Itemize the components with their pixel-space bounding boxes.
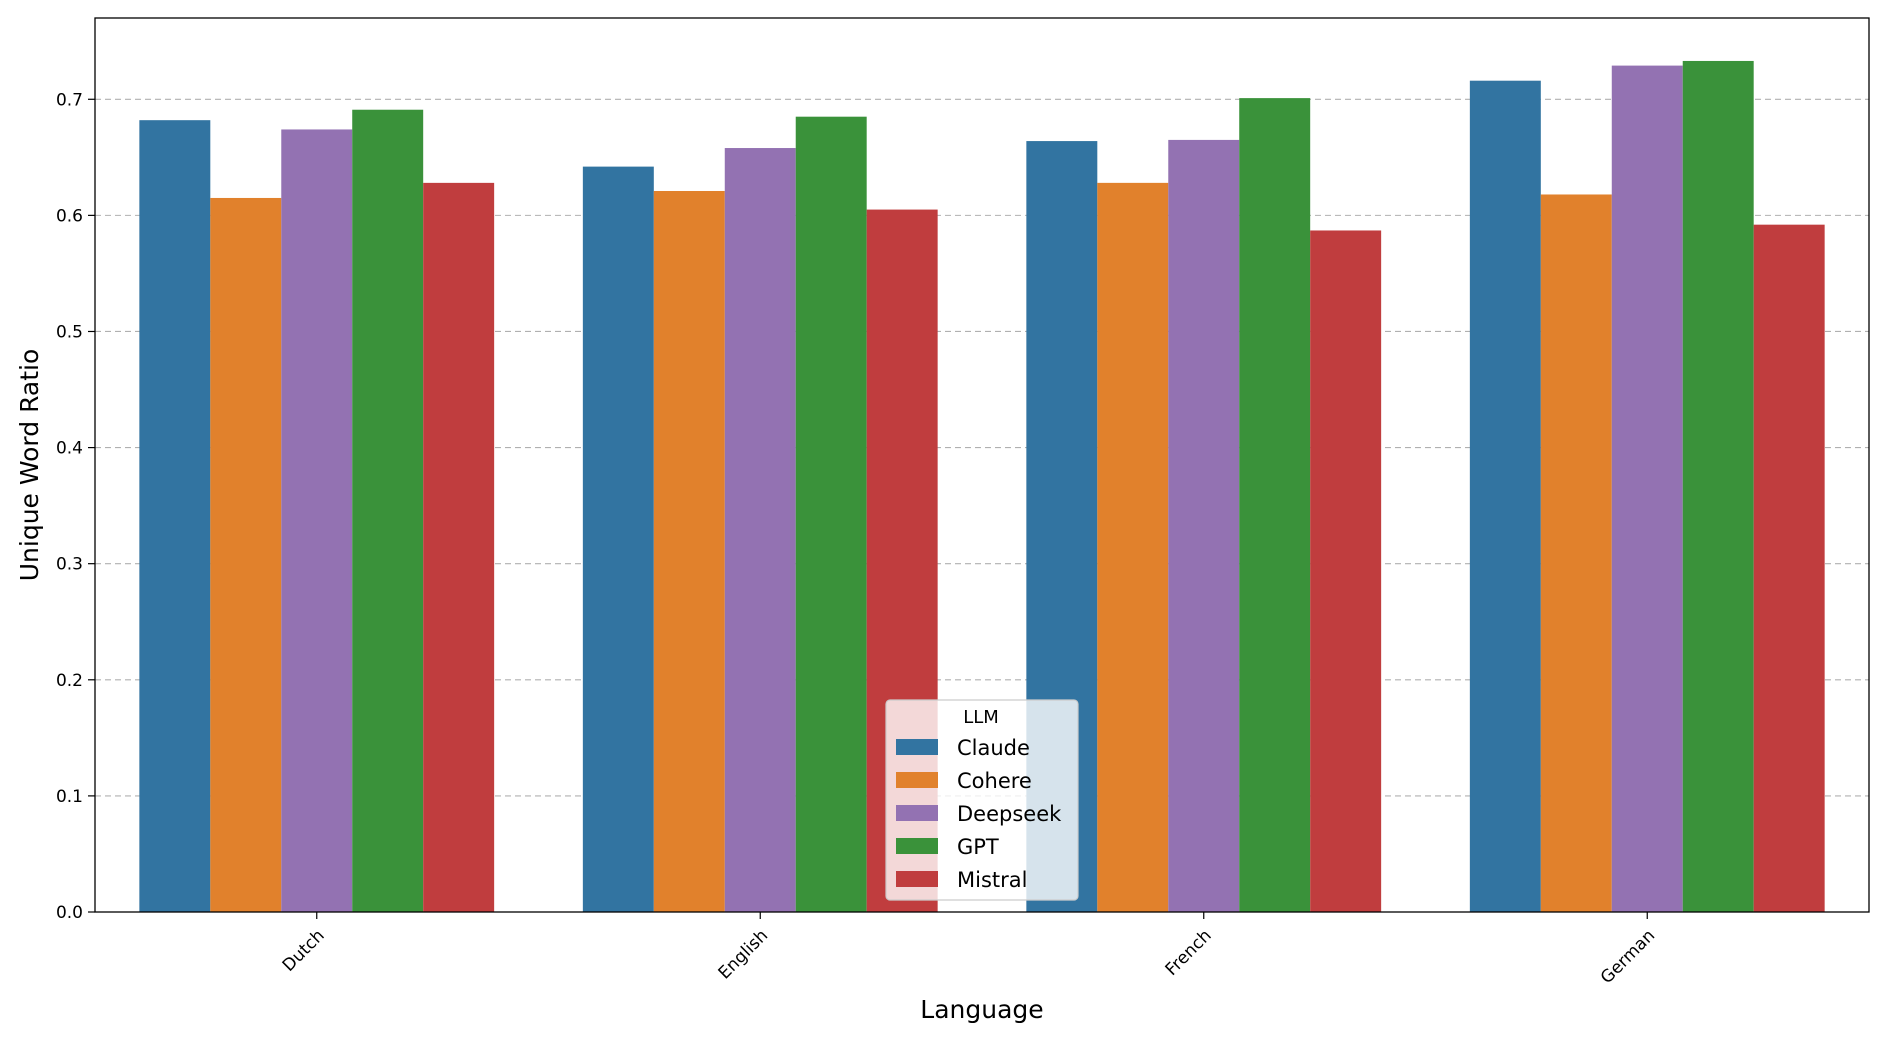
legend-label-claude: Claude xyxy=(957,736,1030,760)
legend-items: Claude Cohere Deepseek GPT Mistral xyxy=(896,736,1062,892)
bar-gpt-german xyxy=(1682,60,1754,913)
legend-label-deepseek: Deepseek xyxy=(957,802,1062,826)
legend: LLM Claude Cohere Deepseek GPT Mistral xyxy=(885,699,1079,901)
y-tick-label: 0.3 xyxy=(56,555,83,575)
bar-deepseek-german xyxy=(1611,65,1683,912)
bar-gpt-french xyxy=(1239,98,1311,912)
y-tick-label: 0.1 xyxy=(56,787,83,807)
axes xyxy=(94,17,1870,913)
bar-mistral-french xyxy=(1310,230,1382,913)
bar-cohere-dutch xyxy=(210,197,282,912)
legend-swatch-deepseek xyxy=(896,805,938,821)
bars xyxy=(139,60,1825,913)
y-tick-label: 0.6 xyxy=(56,206,83,226)
bar-deepseek-french xyxy=(1168,139,1240,913)
legend-swatch-gpt xyxy=(896,838,938,854)
bar-mistral-german xyxy=(1753,224,1825,913)
bar-deepseek-dutch xyxy=(281,129,353,913)
bar-gpt-english xyxy=(795,116,867,913)
legend-label-cohere: Cohere xyxy=(957,769,1032,793)
legend-label-mistral: Mistral xyxy=(957,868,1027,892)
bar-mistral-dutch xyxy=(423,182,495,912)
y-axis-ticks: 0.0 0.1 0.2 0.3 0.4 0.5 0.6 0.7 xyxy=(56,90,95,923)
y-tick-label: 0.0 xyxy=(56,903,83,923)
legend-swatch-cohere xyxy=(896,772,938,788)
y-axis-title: Unique Word Ratio xyxy=(15,349,44,582)
bar-deepseek-english xyxy=(724,148,796,912)
bar-cohere-french xyxy=(1097,182,1169,912)
legend-swatch-claude xyxy=(896,739,938,755)
x-axis-title: Language xyxy=(920,995,1043,1024)
bar-gpt-dutch xyxy=(352,109,424,913)
y-tick-label: 0.5 xyxy=(56,322,83,342)
bar-cohere-german xyxy=(1540,194,1612,913)
bar-claude-dutch xyxy=(139,120,211,912)
plot-frame xyxy=(94,17,1870,913)
y-tick-label: 0.4 xyxy=(56,439,83,459)
bar-cohere-english xyxy=(653,190,725,912)
bar-claude-english xyxy=(582,166,654,913)
legend-swatch-mistral xyxy=(896,871,938,887)
y-tick-label: 0.2 xyxy=(56,671,83,691)
y-tick-label: 0.7 xyxy=(56,90,83,110)
legend-title: LLM xyxy=(963,707,999,728)
legend-label-gpt: GPT xyxy=(957,835,999,859)
bar-claude-german xyxy=(1469,80,1541,912)
